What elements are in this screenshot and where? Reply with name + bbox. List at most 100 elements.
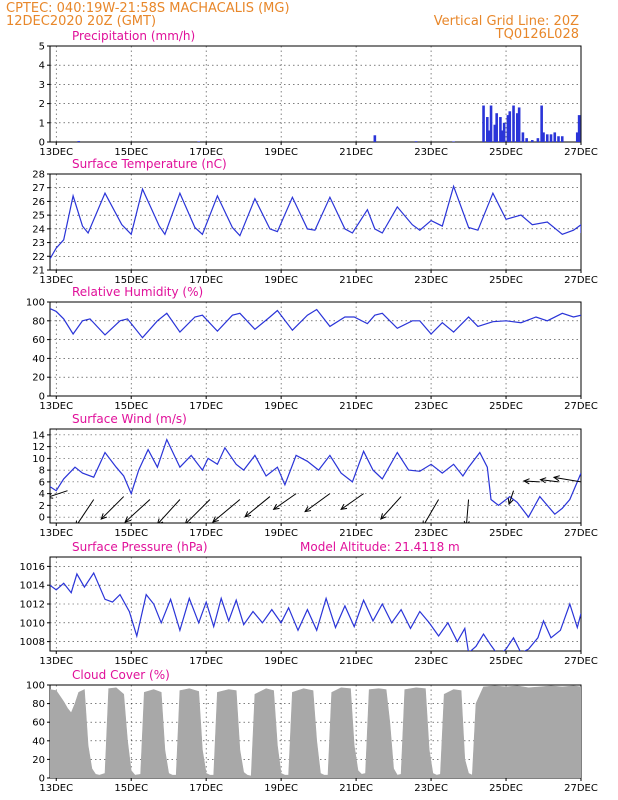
wind-arrow-head xyxy=(304,506,312,513)
y-tick-label: 40 xyxy=(32,736,45,747)
x-tick-label: 19DEC xyxy=(264,656,298,667)
precip-bar xyxy=(482,105,485,142)
precip-bar xyxy=(549,134,553,142)
panel-frame xyxy=(49,301,582,397)
x-tick-label: 15DEC xyxy=(114,275,148,286)
precip-bar xyxy=(575,132,579,142)
x-tick-label: 13DEC xyxy=(39,147,73,158)
precip-bar xyxy=(560,136,564,142)
header: CPTEC: 040:19W-21:58S MACHACALIS (MG) 12… xyxy=(6,1,579,42)
panel-temp: 21 22 23 24 25 26 27 28 13DEC 15DEC 17DEC 19DEC 21DE… xyxy=(32,170,598,287)
precip-bar xyxy=(493,124,497,142)
x-tick-label: 17DEC xyxy=(189,783,223,794)
wind-arrow-head xyxy=(422,520,428,523)
wind-arrow-head xyxy=(463,520,470,523)
precip-bar xyxy=(517,107,521,142)
y-tick-label: 100 xyxy=(26,298,45,309)
precip-bar xyxy=(500,130,504,142)
precip-bar xyxy=(542,132,545,142)
wind-arrow-head xyxy=(522,478,530,485)
precip-bar xyxy=(489,105,493,142)
precip-bar xyxy=(536,138,540,142)
cloud-area xyxy=(50,685,581,778)
precip-bar xyxy=(515,113,519,142)
wind-arrow-head xyxy=(100,513,108,520)
precip-bar xyxy=(530,140,534,142)
wind-arrow xyxy=(424,499,439,523)
y-tick-label: 21 xyxy=(32,266,45,277)
x-tick-label: 23DEC xyxy=(414,656,448,667)
wind-arrow xyxy=(50,490,68,498)
x-tick-label: 23DEC xyxy=(414,275,448,286)
y-tick-label: 20 xyxy=(32,373,45,384)
x-tick-label: 21DEC xyxy=(339,147,373,158)
x-tick-label: 13DEC xyxy=(39,401,73,412)
y-tick-label: 60 xyxy=(32,718,45,729)
y-tick-label: 0 xyxy=(39,138,45,149)
plot-area xyxy=(50,571,581,651)
header-datetime: 12DEC2020 20Z (GMT) xyxy=(6,14,156,29)
panel-rh: 0 20 40 60 80 100 13DEC 15DEC 17DEC 19DEC 21DEC 23D… xyxy=(26,298,598,413)
wind-arrow xyxy=(185,499,211,523)
y-tick-label: 24 xyxy=(32,224,45,235)
wind-arrow-head xyxy=(507,498,514,506)
header-model-id: TQ0126L028 xyxy=(495,27,579,42)
x-tick-label: 21DEC xyxy=(339,401,373,412)
x-tick-label: 15DEC xyxy=(114,656,148,667)
y-tick-label: 1 xyxy=(39,118,45,129)
x-tick-label: 17DEC xyxy=(189,147,223,158)
x-tick-label: 19DEC xyxy=(264,783,298,794)
y-tick-label: 5 xyxy=(39,42,45,53)
y-tick-label: 14 xyxy=(32,430,45,441)
y-tick-label: 22 xyxy=(32,252,45,263)
wind-arrow-head xyxy=(75,520,78,523)
y-tick-label: 3 xyxy=(39,80,45,91)
wind-arrow xyxy=(523,480,540,483)
wind-arrow-head xyxy=(157,518,164,523)
y-tick-label: 80 xyxy=(32,699,45,710)
y-tick-label: 60 xyxy=(32,335,45,346)
x-tick-label: 15DEC xyxy=(114,147,148,158)
precip-bar xyxy=(540,105,543,142)
x-tick-label: 21DEC xyxy=(339,275,373,286)
wind-arrow xyxy=(273,493,297,510)
y-tick-label: 25 xyxy=(32,211,45,222)
panel-frame xyxy=(49,428,582,524)
x-tick-label: 25DEC xyxy=(489,401,523,412)
x-tick-label: 13DEC xyxy=(39,783,73,794)
x-tick-label: 17DEC xyxy=(189,275,223,286)
x-tick-label: 19DEC xyxy=(264,401,298,412)
x-tick-label: 17DEC xyxy=(189,401,223,412)
wind-arrow xyxy=(124,499,151,523)
x-tick-label: 13DEC xyxy=(39,528,73,539)
panel-cloud: 0 20 40 60 80 100 13DEC 15DEC 17DEC 19DEC 21DEC 23D… xyxy=(26,681,598,795)
panel-title-temperature: Surface Temperature (nC) xyxy=(72,157,227,171)
panel-pres: 1008 1010 1012 1014 1016 13DEC 15DEC 17DEC 19DEC… xyxy=(20,556,598,667)
x-tick-label: 27DEC xyxy=(564,147,598,158)
pres-line xyxy=(50,571,581,651)
y-tick-label: 0 xyxy=(39,513,45,524)
panel-frame xyxy=(49,556,582,652)
precip-bar xyxy=(553,132,557,142)
x-tick-label: 27DEC xyxy=(564,401,598,412)
wind-arrow xyxy=(157,499,181,523)
x-tick-label: 25DEC xyxy=(489,656,523,667)
plot-area xyxy=(50,685,581,778)
x-tick-label: 21DEC xyxy=(339,656,373,667)
y-tick-label: 10 xyxy=(32,454,45,465)
x-tick-label: 27DEC xyxy=(564,656,598,667)
x-tick-label: 21DEC xyxy=(339,783,373,794)
wind-arrow-head xyxy=(272,503,280,511)
wind-arrow-head xyxy=(50,492,54,499)
precip-bar xyxy=(77,141,81,142)
precip-bar xyxy=(452,141,455,142)
x-tick-label: 13DEC xyxy=(39,275,73,286)
y-tick-label: 27 xyxy=(32,183,45,194)
wind-arrow-head xyxy=(539,477,547,484)
header-grid-note: Vertical Grid Line: 20Z xyxy=(434,14,579,29)
precip-bar xyxy=(521,132,525,142)
x-tick-label: 23DEC xyxy=(414,528,448,539)
x-tick-label: 19DEC xyxy=(264,528,298,539)
y-tick-label: 20 xyxy=(32,755,45,766)
